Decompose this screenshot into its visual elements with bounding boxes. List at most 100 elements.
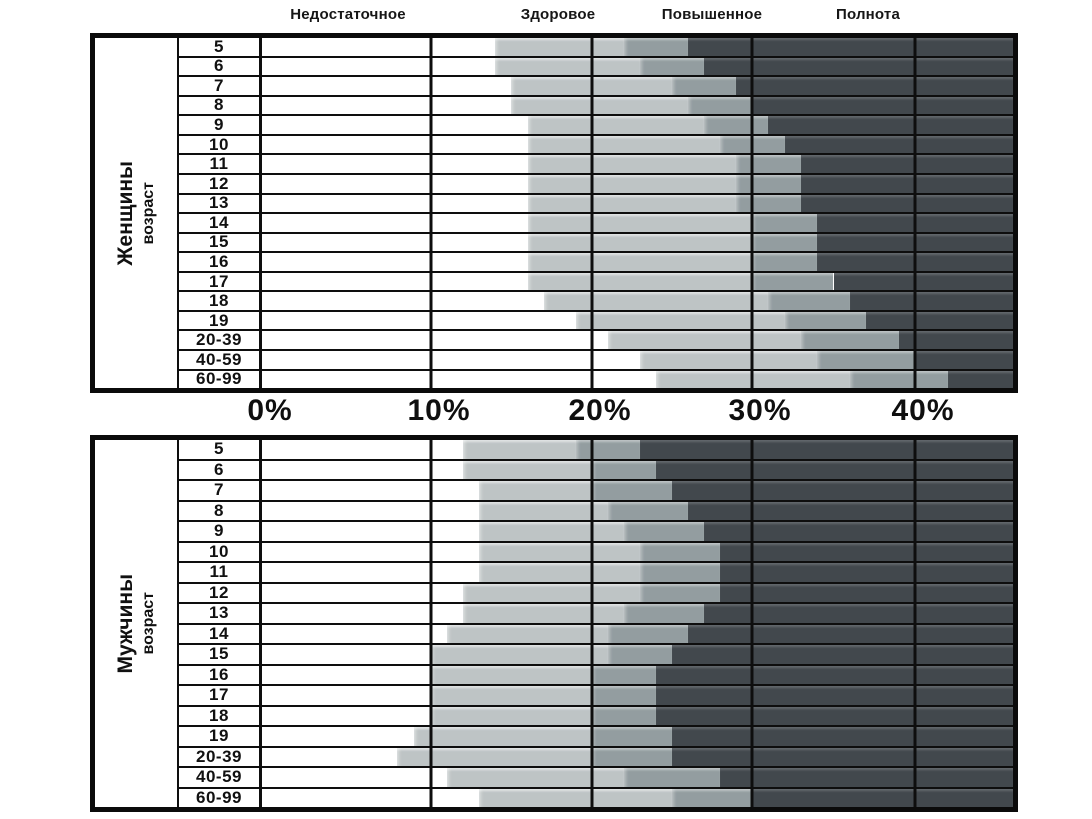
bar-segment-fat: [672, 645, 1013, 664]
age-label: 17: [179, 272, 262, 291]
women-axis-title: Женщины возраст: [95, 38, 179, 388]
bar-segment-healthy: [527, 135, 720, 154]
age-label: 40-59: [179, 350, 262, 369]
bodyfat-bar: [262, 370, 1013, 389]
table-row: 60-99: [179, 788, 1013, 807]
age-label: 16: [179, 252, 262, 271]
table-row: 16: [179, 252, 1013, 273]
x-axis-tick: 20%: [568, 394, 632, 427]
bar-segment-fat: [817, 233, 1013, 252]
table-row: 18: [179, 291, 1013, 312]
bar-segment-fat: [800, 155, 1013, 173]
age-label: 7: [179, 480, 262, 500]
bar-segment-elevated: [591, 747, 672, 766]
bodyfat-bar: [262, 155, 1013, 173]
men-rows-area: 5 6 7 8 9 10 11 12 13 14 15 16 17 18 19 20-39 40-59 60-99: [179, 439, 1013, 807]
age-label: 16: [179, 665, 262, 684]
table-row: 20-39: [179, 747, 1013, 768]
table-row: 9: [179, 115, 1013, 136]
bar-segment-healthy: [479, 788, 672, 807]
bodyfat-bar: [262, 788, 1013, 807]
bodyfat-bar: [262, 331, 1013, 349]
bodyfat-bar: [262, 624, 1013, 643]
age-label: 11: [179, 562, 262, 582]
men-panel: Мужчины возраст 5 6 7 8 9 10 11 12 13 14 15 16 17 18 1…: [90, 435, 1018, 812]
age-label: 14: [179, 624, 262, 643]
bodyfat-bar: [262, 604, 1013, 623]
age-label: 7: [179, 76, 262, 95]
bodyfat-bar: [262, 563, 1013, 582]
bar-segment-healthy: [527, 253, 753, 271]
x-axis-tick: 10%: [407, 394, 471, 427]
bodyfat-bar: [262, 214, 1013, 232]
bar-segment-elevated: [623, 38, 688, 56]
men-axis-title: Мужчины возраст: [95, 440, 179, 807]
bar-segment-healthy: [447, 624, 608, 643]
table-row: 5: [179, 439, 1013, 461]
bar-segment-healthy: [397, 747, 592, 766]
bar-segment-fat: [704, 57, 1013, 76]
bodyfat-bar: [262, 583, 1013, 602]
age-label: 13: [179, 193, 262, 212]
bar-segment-elevated: [591, 706, 656, 725]
bar-segment-elevated: [623, 522, 704, 541]
x-axis-tick: 40%: [891, 394, 955, 427]
age-label: 11: [179, 154, 262, 173]
bodyfat-bar: [262, 440, 1013, 459]
bodyfat-bar: [262, 665, 1013, 684]
bar-segment-fat: [914, 351, 1013, 369]
bar-segment-healthy: [511, 77, 672, 95]
bar-segment-fat: [898, 331, 1013, 349]
age-label: 8: [179, 95, 262, 114]
men-age-label: возраст: [140, 592, 157, 655]
women-panel: Женщины возраст 5 6 7 8 9 10 11 12 13 14 15 16 17 18 1…: [90, 33, 1018, 393]
bar-segment-fat: [672, 727, 1013, 746]
bar-segment-fat: [640, 440, 1013, 459]
age-label: 10: [179, 135, 262, 154]
age-label: 8: [179, 501, 262, 520]
bar-segment-elevated: [672, 788, 753, 807]
women-group-label: Женщины: [114, 160, 137, 266]
bar-segment-fat: [947, 370, 1013, 389]
bar-segment-fat: [656, 460, 1013, 479]
bar-segment-elevated: [640, 583, 721, 602]
bar-segment-healthy: [430, 686, 592, 705]
age-label: 10: [179, 542, 262, 561]
age-label: 17: [179, 685, 262, 705]
bar-segment-healthy: [447, 768, 624, 787]
bar-segment-elevated: [752, 253, 818, 271]
bar-segment-elevated: [607, 645, 672, 664]
bodyfat-bar: [262, 542, 1013, 561]
age-label: 9: [179, 115, 262, 134]
bar-segment-healthy: [414, 727, 592, 746]
bar-segment-fat: [768, 116, 1013, 134]
table-row: 60-99: [179, 369, 1013, 389]
bar-segment-healthy: [463, 440, 576, 459]
men-group-label: Мужчины: [114, 573, 137, 674]
table-row: 6: [179, 460, 1013, 481]
legend-label-healthy: Здоровое: [520, 6, 596, 23]
bar-segment-healthy: [527, 116, 704, 134]
age-label: 14: [179, 213, 262, 232]
bar-segment-healthy: [463, 460, 592, 479]
age-label: 12: [179, 583, 262, 602]
table-row: 40-59: [179, 350, 1013, 371]
table-row: 15: [179, 232, 1013, 254]
bar-segment-healthy: [640, 351, 818, 369]
bodyfat-bar: [262, 351, 1013, 369]
bar-segment-elevated: [720, 135, 785, 154]
table-row: 20-39: [179, 330, 1013, 351]
bar-segment-healthy: [527, 155, 737, 173]
bodyfat-bar: [262, 96, 1013, 115]
table-row: 19: [179, 311, 1013, 332]
bodyfat-bar: [262, 116, 1013, 134]
women-rows: 5 6 7 8 9 10 11 12 13 14 15 16 17 18 19 20-39 40-59 60-99: [179, 37, 1013, 389]
bar-segment-fat: [800, 174, 1013, 193]
bar-segment-healthy: [543, 292, 769, 310]
age-label: 19: [179, 726, 262, 746]
bar-segment-elevated: [752, 272, 834, 291]
x-axis-tick: 0%: [247, 394, 293, 427]
bar-segment-fat: [672, 747, 1013, 766]
legend-label-fat: Полнота: [835, 6, 901, 23]
age-label: 18: [179, 291, 262, 310]
